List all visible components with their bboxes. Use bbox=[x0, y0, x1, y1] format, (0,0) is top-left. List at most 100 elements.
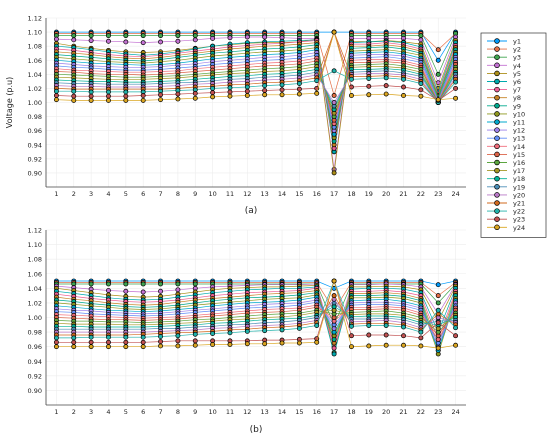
data-point-y23 bbox=[158, 92, 163, 98]
series-line-y24 bbox=[56, 30, 456, 101]
series-line-y11 bbox=[56, 49, 456, 135]
data-point-y22 bbox=[123, 89, 129, 95]
legend-marker bbox=[494, 111, 500, 117]
data-point-y24 bbox=[296, 340, 302, 346]
data-point-y23 bbox=[88, 339, 94, 345]
data-point-y24 bbox=[418, 93, 424, 99]
data-point-y24 bbox=[349, 344, 354, 350]
legend-marker bbox=[494, 103, 500, 109]
data-point-y23 bbox=[192, 338, 198, 344]
legend-label: y11 bbox=[513, 119, 525, 127]
series-line-y13 bbox=[56, 301, 456, 344]
legend-label: y10 bbox=[513, 110, 525, 118]
data-point-y23 bbox=[418, 87, 424, 93]
legend-label: y7 bbox=[513, 86, 521, 94]
x-tick-label: 23 bbox=[434, 408, 442, 416]
data-point-y2 bbox=[435, 293, 441, 299]
y-tick-label: 1.00 bbox=[28, 99, 42, 107]
data-point-y23 bbox=[453, 333, 459, 339]
x-tick-label: 2 bbox=[72, 190, 76, 198]
data-point-y23 bbox=[71, 339, 77, 345]
data-point-y22 bbox=[71, 88, 77, 94]
data-point-y3 bbox=[175, 281, 181, 287]
data-point-y22 bbox=[279, 82, 285, 88]
series-line-y22 bbox=[56, 280, 456, 339]
series-line-y20 bbox=[56, 298, 456, 333]
series-line-y20 bbox=[56, 73, 456, 104]
data-point-y22 bbox=[192, 331, 198, 337]
y-tick-label: 1.10 bbox=[28, 29, 42, 37]
legend-label: y15 bbox=[513, 151, 525, 159]
data-point-y24 bbox=[140, 344, 146, 350]
legend-marker bbox=[494, 119, 500, 125]
x-tick-label: 12 bbox=[243, 408, 251, 416]
series-line-y12 bbox=[56, 299, 456, 348]
data-point-y4 bbox=[140, 40, 146, 46]
x-tick-label: 6 bbox=[141, 408, 145, 416]
series-line-y15 bbox=[56, 60, 456, 122]
x-tick-label: 5 bbox=[124, 190, 128, 198]
data-point-y24 bbox=[192, 95, 198, 101]
x-tick-label: 22 bbox=[417, 408, 425, 416]
data-point-y4 bbox=[158, 39, 163, 45]
data-point-y24 bbox=[106, 344, 111, 350]
data-point-y24 bbox=[244, 341, 250, 347]
data-point-y4 bbox=[227, 35, 233, 41]
data-point-y24 bbox=[175, 343, 181, 349]
data-point-y22 bbox=[401, 76, 406, 82]
series-line-y1 bbox=[56, 280, 456, 289]
legend: y1y2y3y4y5y6y7y8y9y10y11y12y13y14y15y16y… bbox=[480, 32, 547, 238]
legend-label: y1 bbox=[513, 38, 521, 46]
x-tick-label: 6 bbox=[141, 190, 145, 198]
data-point-y24 bbox=[192, 342, 198, 348]
series-line-y4 bbox=[56, 36, 456, 170]
data-point-y24 bbox=[123, 344, 129, 350]
data-point-y24 bbox=[262, 92, 268, 98]
data-point-y3 bbox=[71, 33, 77, 39]
y-tick-label: 1.00 bbox=[28, 314, 42, 322]
data-point-y24 bbox=[210, 94, 216, 100]
data-point-y22 bbox=[366, 76, 372, 82]
legend-marker bbox=[494, 135, 500, 141]
y-tick-label: 0.96 bbox=[28, 127, 42, 135]
data-point-y23 bbox=[244, 88, 250, 94]
data-point-y23 bbox=[383, 83, 389, 89]
legend-marker bbox=[494, 200, 500, 206]
x-tick-label: 3 bbox=[89, 190, 93, 198]
data-point-y22 bbox=[383, 75, 389, 81]
data-point-y24 bbox=[123, 97, 129, 103]
legend-marker bbox=[494, 127, 500, 133]
legend-marker bbox=[494, 94, 500, 101]
series-line-y7 bbox=[56, 287, 456, 350]
data-point-y24 bbox=[140, 97, 146, 103]
data-point-y3 bbox=[192, 33, 198, 39]
x-tick-label: 11 bbox=[226, 190, 234, 198]
data-point-y3 bbox=[158, 281, 163, 287]
data-point-y22 bbox=[227, 85, 233, 91]
data-point-y23 bbox=[418, 335, 424, 341]
data-point-y24 bbox=[401, 342, 406, 348]
data-point-y22 bbox=[262, 83, 268, 89]
data-point-y23 bbox=[106, 93, 111, 99]
data-point-y3 bbox=[418, 33, 424, 39]
y-tick-label: 1.04 bbox=[28, 71, 42, 79]
legend-label: y2 bbox=[513, 46, 521, 54]
x-tick-label: 1 bbox=[54, 190, 58, 198]
series-line-y5 bbox=[56, 285, 456, 354]
data-point-y23 bbox=[175, 91, 181, 97]
series-line-y18 bbox=[56, 68, 456, 111]
x-tick-label: 12 bbox=[243, 190, 251, 198]
data-point-y23 bbox=[366, 332, 372, 338]
y-tick-label: 0.96 bbox=[28, 343, 42, 351]
data-point-y23 bbox=[401, 84, 406, 90]
x-tick-label: 13 bbox=[261, 408, 269, 416]
data-point-y22 bbox=[53, 88, 59, 94]
series-line-y9 bbox=[56, 44, 456, 142]
data-point-y23 bbox=[383, 332, 389, 338]
legend-marker bbox=[494, 159, 500, 166]
series-line-y3 bbox=[56, 33, 456, 152]
y-tick-label: 1.02 bbox=[28, 85, 42, 93]
data-point-y23 bbox=[279, 87, 285, 93]
series-line-y15 bbox=[56, 306, 456, 337]
